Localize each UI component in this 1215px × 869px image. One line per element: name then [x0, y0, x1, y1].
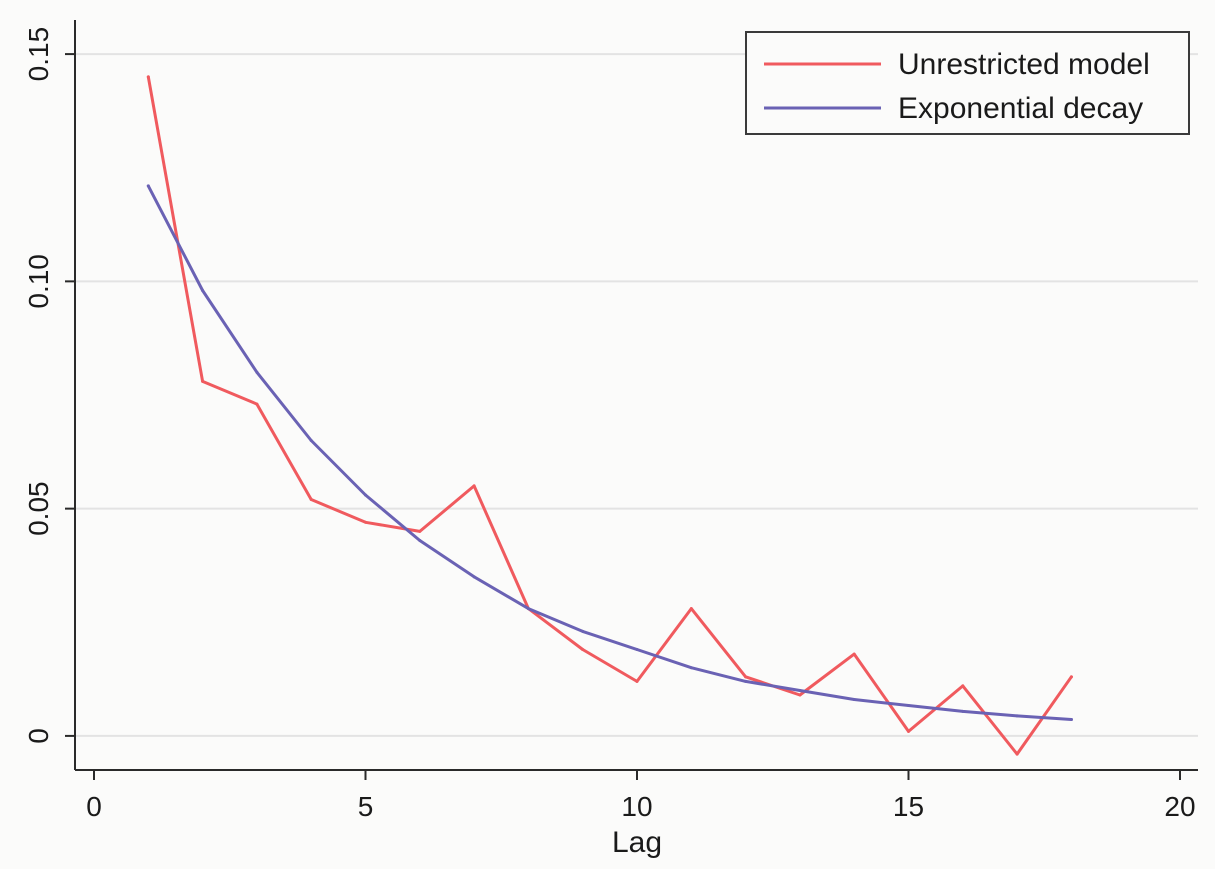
y-tick-label: 0 — [23, 728, 54, 744]
data-point — [255, 402, 259, 406]
data-point — [635, 648, 639, 652]
data-point — [1015, 752, 1019, 756]
data-point — [201, 379, 205, 383]
x-tick-label: 10 — [621, 791, 652, 822]
data-point — [418, 538, 422, 542]
data-point — [689, 607, 693, 611]
data-point — [581, 629, 585, 633]
data-point — [364, 493, 367, 497]
data-point — [146, 184, 150, 188]
data-point — [364, 520, 367, 524]
data-point — [852, 652, 856, 656]
grid-layer — [75, 53, 1198, 737]
series-line — [146, 75, 1073, 756]
data-point — [635, 679, 639, 683]
y-tick-label: 0.05 — [23, 481, 54, 536]
legend-label: Unrestricted model — [898, 48, 1150, 81]
data-point — [472, 575, 476, 579]
data-point — [526, 607, 530, 611]
data-point — [255, 370, 259, 374]
series-1 — [146, 75, 1073, 756]
data-point — [744, 675, 748, 679]
legend: Unrestricted model Exponential decay — [745, 31, 1190, 135]
data-point — [581, 648, 585, 652]
data-point — [852, 698, 856, 702]
x-tick-label: 20 — [1164, 791, 1195, 822]
data-point — [309, 498, 313, 502]
series-line — [146, 184, 1073, 721]
data-point — [418, 529, 422, 533]
data-point — [798, 688, 802, 692]
data-point — [907, 729, 910, 733]
data-point — [1015, 714, 1019, 718]
x-tick-label: 0 — [86, 791, 102, 822]
y-tick-label: 0.10 — [23, 254, 54, 309]
x-tick-label: 5 — [358, 791, 374, 822]
data-point — [798, 693, 802, 697]
data-point — [961, 709, 965, 713]
data-point — [472, 484, 476, 488]
axes-layer: 0 0.05 0.10 0.15 0 5 10 15 20 — [23, 20, 1198, 822]
y-tick-label: 0.15 — [23, 27, 54, 82]
series-2 — [146, 184, 1073, 722]
legend-label: Exponential decay — [898, 92, 1143, 125]
x-axis-title: Lag — [612, 826, 662, 859]
data-point — [1069, 675, 1073, 679]
data-point — [961, 684, 965, 688]
series-layer — [146, 75, 1073, 756]
data-point — [1069, 718, 1073, 722]
data-point — [146, 75, 150, 79]
x-tick-label: 15 — [893, 791, 924, 822]
data-point — [907, 703, 910, 707]
data-point — [744, 679, 748, 683]
data-point — [309, 438, 313, 442]
data-point — [201, 288, 205, 292]
legend-box — [745, 31, 1190, 135]
data-point — [689, 666, 693, 670]
